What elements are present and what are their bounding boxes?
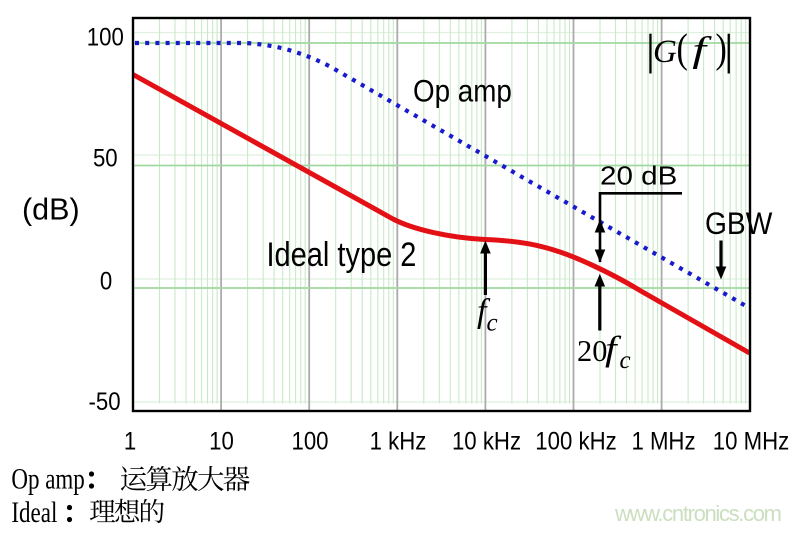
svg-text:0: 0 <box>100 267 112 296</box>
svg-text:c: c <box>487 310 498 337</box>
svg-text:50: 50 <box>93 144 118 173</box>
svg-text:1 kHz: 1 kHz <box>370 427 427 456</box>
svg-text:100: 100 <box>291 427 328 456</box>
svg-text:10 MHz: 10 MHz <box>713 427 789 456</box>
svg-text:10: 10 <box>209 427 234 456</box>
svg-text:10 kHz: 10 kHz <box>452 427 521 456</box>
svg-text:100: 100 <box>87 23 124 52</box>
svg-text:1 MHz: 1 MHz <box>631 427 695 456</box>
svg-text:): ) <box>716 26 727 72</box>
svg-text:20 dB: 20 dB <box>600 161 677 190</box>
svg-text:(dB): (dB) <box>22 193 80 227</box>
svg-text:-50: -50 <box>88 388 120 417</box>
svg-text:G: G <box>653 34 677 70</box>
svg-text:Ideal type 2: Ideal type 2 <box>267 234 417 273</box>
svg-text:Op amp: Op amp <box>11 463 84 495</box>
svg-text:100 kHz: 100 kHz <box>535 427 616 456</box>
svg-text:(: ( <box>677 26 688 72</box>
svg-text:Op amp: Op amp <box>413 74 512 109</box>
svg-text:GBW: GBW <box>705 207 772 242</box>
svg-text:www.cntronics.com: www.cntronics.com <box>614 501 782 526</box>
svg-text:20: 20 <box>577 334 607 368</box>
svg-text:Ideal: Ideal <box>11 496 57 528</box>
svg-text:1: 1 <box>124 427 136 456</box>
svg-text:c: c <box>620 347 631 374</box>
